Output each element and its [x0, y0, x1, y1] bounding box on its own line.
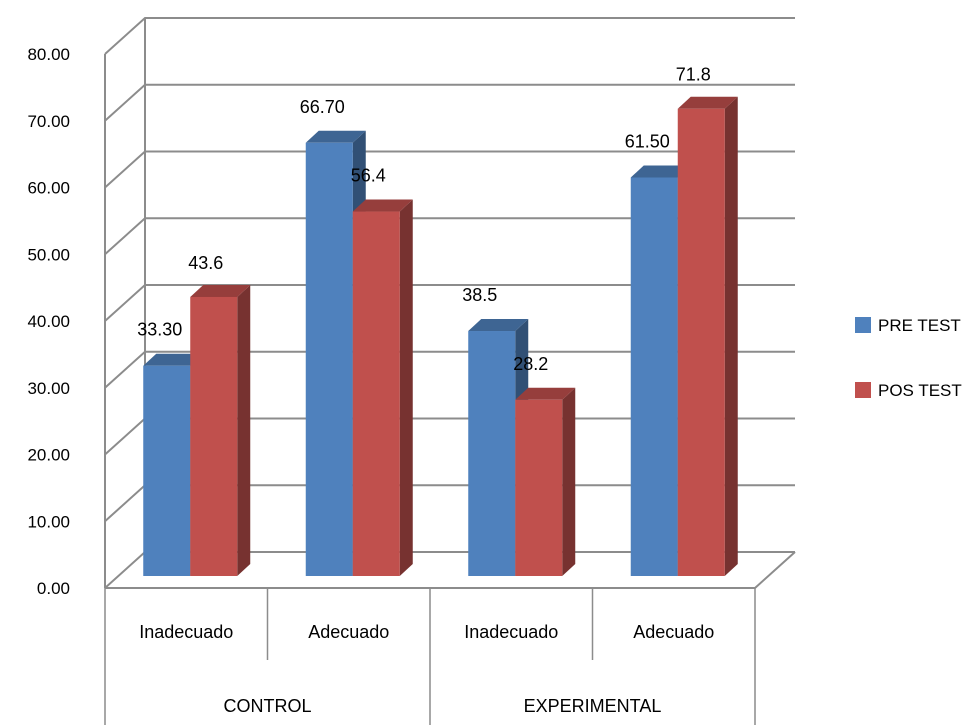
bar-pos-test: [677, 96, 738, 577]
group-label: CONTROL: [223, 696, 311, 716]
data-label: 28.2: [513, 354, 548, 374]
data-label: 61.50: [625, 131, 670, 151]
bar-front: [677, 108, 725, 577]
legend-swatch: [855, 382, 871, 398]
data-label: 71.8: [676, 65, 711, 85]
bar-front: [515, 399, 563, 576]
y-tick-label: 80.00: [27, 45, 70, 64]
legend: PRE TEST POS TEST: [855, 316, 962, 400]
category-label: Inadecuado: [139, 622, 233, 642]
bar-top: [515, 387, 576, 400]
data-label: 66.70: [300, 97, 345, 117]
bar-top: [677, 96, 738, 109]
y-tick-label: 50.00: [27, 245, 70, 264]
bar-top: [352, 199, 413, 212]
bar-side: [237, 284, 251, 576]
bar-front: [468, 331, 516, 576]
bar-top: [305, 130, 366, 143]
bar-side: [562, 387, 576, 576]
bar-pos-test: [352, 199, 413, 576]
y-tick-label: 20.00: [27, 446, 70, 465]
legend-swatch: [855, 317, 871, 333]
data-label: 43.6: [188, 253, 223, 273]
gridlines: [104, 17, 796, 589]
y-tick-label: 40.00: [27, 312, 70, 331]
legend-label: POS TEST: [878, 381, 962, 400]
category-label: Adecuado: [308, 622, 389, 642]
bar-pos-test: [515, 387, 576, 576]
bar-top: [630, 165, 691, 178]
bar-side: [724, 96, 738, 577]
y-tick-label: 10.00: [27, 512, 70, 531]
group-label: EXPERIMENTAL: [524, 696, 662, 716]
bar-top: [468, 319, 529, 332]
bar-top: [190, 284, 251, 297]
bar-front: [352, 211, 400, 576]
bar-top: [143, 353, 204, 366]
y-tick-label: 60.00: [27, 179, 70, 198]
data-labels: 33.30 43.6 66.70 56.4 38.5 28.2 61.50 71.8: [137, 65, 711, 374]
gridline: [104, 17, 795, 55]
category-label: Adecuado: [633, 622, 714, 642]
y-tick-label: 70.00: [27, 112, 70, 131]
data-label: 38.5: [462, 285, 497, 305]
bar-front: [630, 177, 678, 577]
legend-label: PRE TEST: [878, 316, 961, 335]
bars: [143, 96, 738, 577]
y-tick-label: 30.00: [27, 379, 70, 398]
bar-front: [190, 296, 238, 576]
data-label: 33.30: [137, 320, 182, 340]
data-label: 56.4: [351, 166, 386, 186]
bar-side: [399, 199, 413, 576]
bar-front: [305, 142, 353, 576]
bar-pos-test: [190, 284, 251, 576]
y-tick-label: 0.00: [37, 579, 70, 598]
bar-front: [143, 365, 191, 576]
category-label: Inadecuado: [464, 622, 558, 642]
axes: 0.00 10.00 20.00 30.00 40.00 50.00 60.00 70.00 8…: [27, 45, 756, 725]
floor-edge: [754, 551, 796, 589]
